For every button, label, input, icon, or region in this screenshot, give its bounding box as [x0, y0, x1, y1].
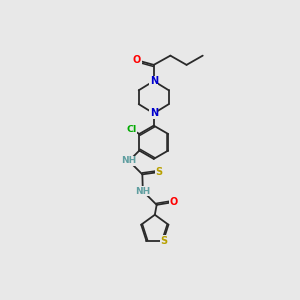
Text: S: S — [160, 236, 167, 246]
Text: N: N — [150, 108, 158, 118]
Text: NH: NH — [121, 157, 136, 166]
Text: Cl: Cl — [127, 125, 137, 134]
Text: N: N — [150, 76, 158, 86]
Text: NH: NH — [135, 187, 150, 196]
Text: S: S — [155, 167, 163, 177]
Text: O: O — [133, 55, 141, 65]
Text: O: O — [169, 197, 177, 207]
